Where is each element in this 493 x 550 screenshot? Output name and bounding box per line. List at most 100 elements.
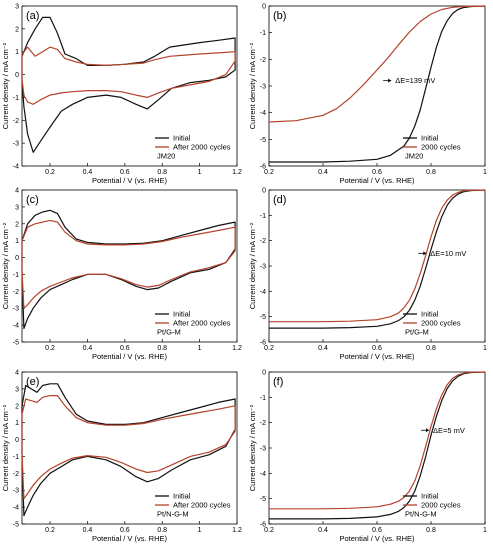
panel-f: 0.2 0.4 0.6 0.8 1 -6 -5 -4 -3 -2 -1 0 Potential / V …	[248, 370, 487, 544]
y-tick-label: -3	[260, 446, 266, 453]
y-tick-label: 4	[15, 188, 19, 195]
legend-entry: After 2000 cycles	[173, 501, 231, 510]
x-tick-label: 0.4	[83, 527, 93, 534]
y-tick-label: -4	[260, 289, 266, 296]
y-tick-label: -2	[13, 289, 19, 296]
y-tick-label: 1	[15, 420, 19, 427]
annotation-arrowhead	[426, 428, 429, 433]
y-axis-label: Current density / mA cm⁻²	[248, 404, 257, 491]
x-tick-label: 0.4	[83, 169, 93, 176]
panel-label: (d)	[273, 194, 286, 206]
series-line-after-cycles	[269, 189, 486, 323]
x-axis-label: Potential / V (vs. RHE)	[339, 352, 415, 361]
y-tick-label: -3	[13, 488, 19, 495]
panel-c: 0.2 0.4 0.6 0.8 1 1.2 -5 -4 -3 -2 -1 0 1 2 3 4 Potential…	[1, 188, 242, 362]
panel-label: (e)	[26, 376, 39, 388]
panel-d: 0.2 0.4 0.6 0.8 1 -6 -5 -4 -3 -2 -1 0 Potential / V …	[248, 188, 487, 362]
series-line-after-cycles	[21, 395, 236, 500]
x-tick-label: 1.2	[232, 169, 242, 176]
y-tick-label: -2	[260, 238, 266, 245]
y-tick-label: -1	[13, 95, 19, 102]
panel-label: (f)	[273, 376, 283, 388]
x-tick-label: 0.4	[318, 527, 328, 534]
y-tick-label: -5	[260, 314, 266, 321]
x-tick-label: 0.8	[157, 345, 167, 352]
legend-entry: Initial	[421, 492, 439, 501]
series-line-initial	[21, 16, 236, 153]
x-tick-label: 0.6	[372, 169, 382, 176]
y-tick-label: -5	[13, 522, 19, 529]
y-tick-label: 0	[262, 4, 266, 11]
y-axis-label: Current density / mA cm⁻²	[1, 404, 10, 491]
sample-label: JM20	[405, 152, 423, 161]
y-tick-label: -1	[13, 454, 19, 461]
y-tick-label: -6	[260, 164, 266, 171]
x-tick-label: 0.6	[372, 345, 382, 352]
x-tick-label: 0.4	[318, 169, 328, 176]
y-tick-label: -1	[260, 30, 266, 37]
x-tick-label: 0.6	[120, 527, 130, 534]
x-tick-label: 1.2	[232, 345, 242, 352]
y-tick-label: 0	[15, 255, 19, 262]
y-axis-label: Current density / mA cm⁻²	[248, 222, 257, 309]
panel-label: (a)	[26, 10, 39, 22]
y-tick-label: -2	[260, 57, 266, 64]
x-tick-label: 1	[198, 169, 202, 176]
y-tick-label: -4	[13, 323, 19, 330]
y-tick-label: -3	[13, 141, 19, 148]
legend-entry: Initial	[173, 134, 191, 143]
y-tick-label: 0	[15, 437, 19, 444]
y-axis-label: Current density / mA cm⁻²	[248, 42, 257, 129]
series-line-after-cycles	[269, 371, 486, 510]
x-tick-label: 0.2	[45, 527, 55, 534]
y-tick-label: 3	[15, 386, 19, 393]
y-tick-label: 2	[15, 403, 19, 410]
y-tick-label: 3	[15, 204, 19, 211]
x-axis-label: Potential / V (vs. RHE)	[339, 176, 415, 185]
x-tick-label: 0.4	[83, 345, 93, 352]
y-tick-label: -6	[260, 340, 266, 347]
legend-entry: 2000 cycles	[421, 319, 461, 328]
delta-e-annotation: ΔE=5 mV	[433, 426, 465, 435]
x-tick-label: 0.2	[45, 345, 55, 352]
y-tick-label: -4	[13, 505, 19, 512]
x-tick-label: 0.2	[264, 345, 274, 352]
y-tick-label: 0	[262, 370, 266, 377]
x-tick-label: 0.2	[45, 169, 55, 176]
sample-label: JM20	[157, 152, 175, 161]
legend-entry: After 2000 cycles	[173, 319, 231, 328]
x-axis-label: Potential / V (vs. RHE)	[92, 352, 168, 361]
y-tick-label: -3	[13, 306, 19, 313]
y-tick-label: 2	[15, 221, 19, 228]
legend-entry: Initial	[421, 310, 439, 319]
y-axis-label: Current density / mA cm⁻²	[1, 222, 10, 309]
panel-e: 0.2 0.4 0.6 0.8 1 1.2 -5 -4 -3 -2 -1 0 1 2 3 4 Potential…	[1, 370, 242, 544]
series-line-after-cycles	[21, 46, 236, 105]
panel-label: (c)	[26, 194, 39, 206]
y-tick-label: -4	[13, 164, 19, 171]
y-tick-label: -3	[260, 84, 266, 91]
y-tick-label: -2	[260, 420, 266, 427]
y-tick-label: 0	[15, 72, 19, 79]
y-tick-label: -2	[13, 118, 19, 125]
x-tick-label: 0.2	[264, 527, 274, 534]
x-tick-label: 1	[483, 169, 487, 176]
x-axis-label: Potential / V (vs. RHE)	[92, 534, 168, 543]
x-tick-label: 0.6	[120, 169, 130, 176]
sample-label: Pt/G-M	[157, 328, 181, 337]
legend-entry: After 2000 cycles	[173, 143, 231, 152]
delta-e-annotation: ΔE=139 mV	[395, 76, 435, 85]
legend-entry: Initial	[173, 310, 191, 319]
y-tick-label: 1	[15, 49, 19, 56]
y-tick-label: -5	[13, 340, 19, 347]
y-tick-label: -1	[260, 213, 266, 220]
legend-entry: 2000 cycles	[421, 501, 461, 510]
y-tick-label: 3	[15, 4, 19, 11]
x-tick-label: 0.8	[157, 527, 167, 534]
y-tick-label: 0	[262, 188, 266, 195]
x-tick-label: 0.2	[264, 169, 274, 176]
x-tick-label: 1	[483, 345, 487, 352]
sample-label: Pt/N-G-M	[405, 510, 437, 519]
y-tick-label: 4	[15, 370, 19, 377]
